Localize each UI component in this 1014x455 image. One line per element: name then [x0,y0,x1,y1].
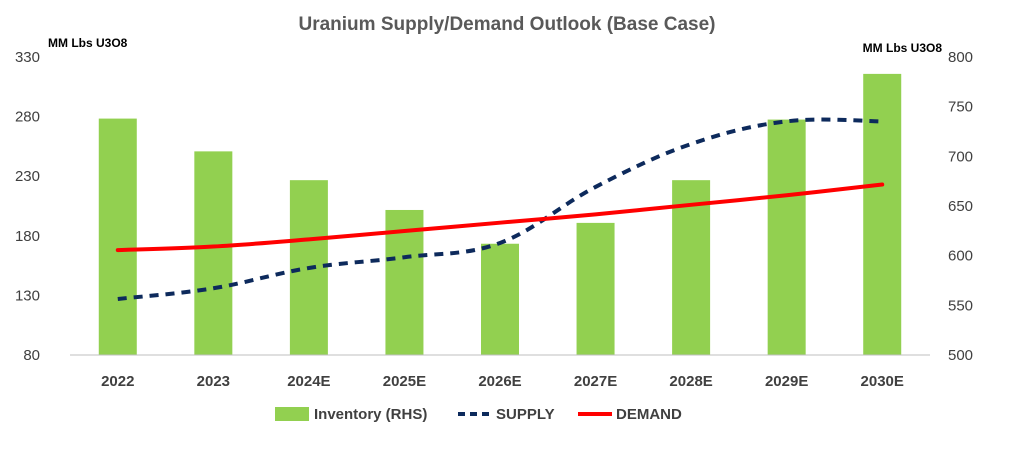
x-tick-label: 2026E [478,373,521,390]
right-y-tick-label: 500 [948,347,973,364]
legend-label: DEMAND [616,406,682,423]
x-tick-label: 2023 [197,373,230,390]
inventory-bar [481,243,519,355]
bar-series-group [98,73,902,356]
axes-group: 2022 2023 2024E 2025E 2026E 2027E 2028E 2029E 20… [15,49,973,390]
demand-line [115,182,885,253]
chart-title: Uranium Supply/Demand Outlook (Base Case… [298,14,715,35]
left-y-tick-label: 330 [15,49,40,66]
right-axis-label: MM Lbs U3O8 [863,41,943,55]
right-y-tick-label: 750 [948,99,973,116]
right-y-tick-label: 700 [948,148,973,165]
x-tick-label: 2030E [861,373,904,390]
x-tick-label: 2027E [574,373,617,390]
left-y-tick-label: 180 [15,228,40,245]
left-axis-label: MM Lbs U3O8 [48,36,128,50]
left-y-tick-label: 130 [15,287,40,304]
right-y-tick-label: 550 [948,297,973,314]
inventory-bar [194,151,233,355]
inventory-bar [863,73,902,356]
left-y-tick-label: 280 [15,109,40,126]
line-series-group [115,117,885,301]
legend-label: SUPPLY [496,406,555,423]
inventory-bar [98,118,137,355]
legend: Inventory (RHS) SUPPLY DEMAND [275,406,682,423]
inventory-bar [767,119,806,355]
x-tick-label: 2028E [669,373,712,390]
x-tick-label: 2025E [383,373,426,390]
x-tick-label: 2022 [101,373,134,390]
left-y-tick-label: 80 [23,347,40,364]
x-tick-label: 2029E [765,373,808,390]
right-y-tick-label: 600 [948,248,973,265]
right-y-tick-label: 800 [948,49,973,66]
inventory-bar [576,222,615,355]
legend-swatch-inventory [275,407,309,421]
supply-line [117,117,883,301]
legend-label: Inventory (RHS) [314,406,427,423]
left-y-tick-label: 230 [15,168,40,185]
x-tick-label: 2024E [287,373,330,390]
right-y-tick-label: 650 [948,198,973,215]
inventory-bar [672,180,711,355]
